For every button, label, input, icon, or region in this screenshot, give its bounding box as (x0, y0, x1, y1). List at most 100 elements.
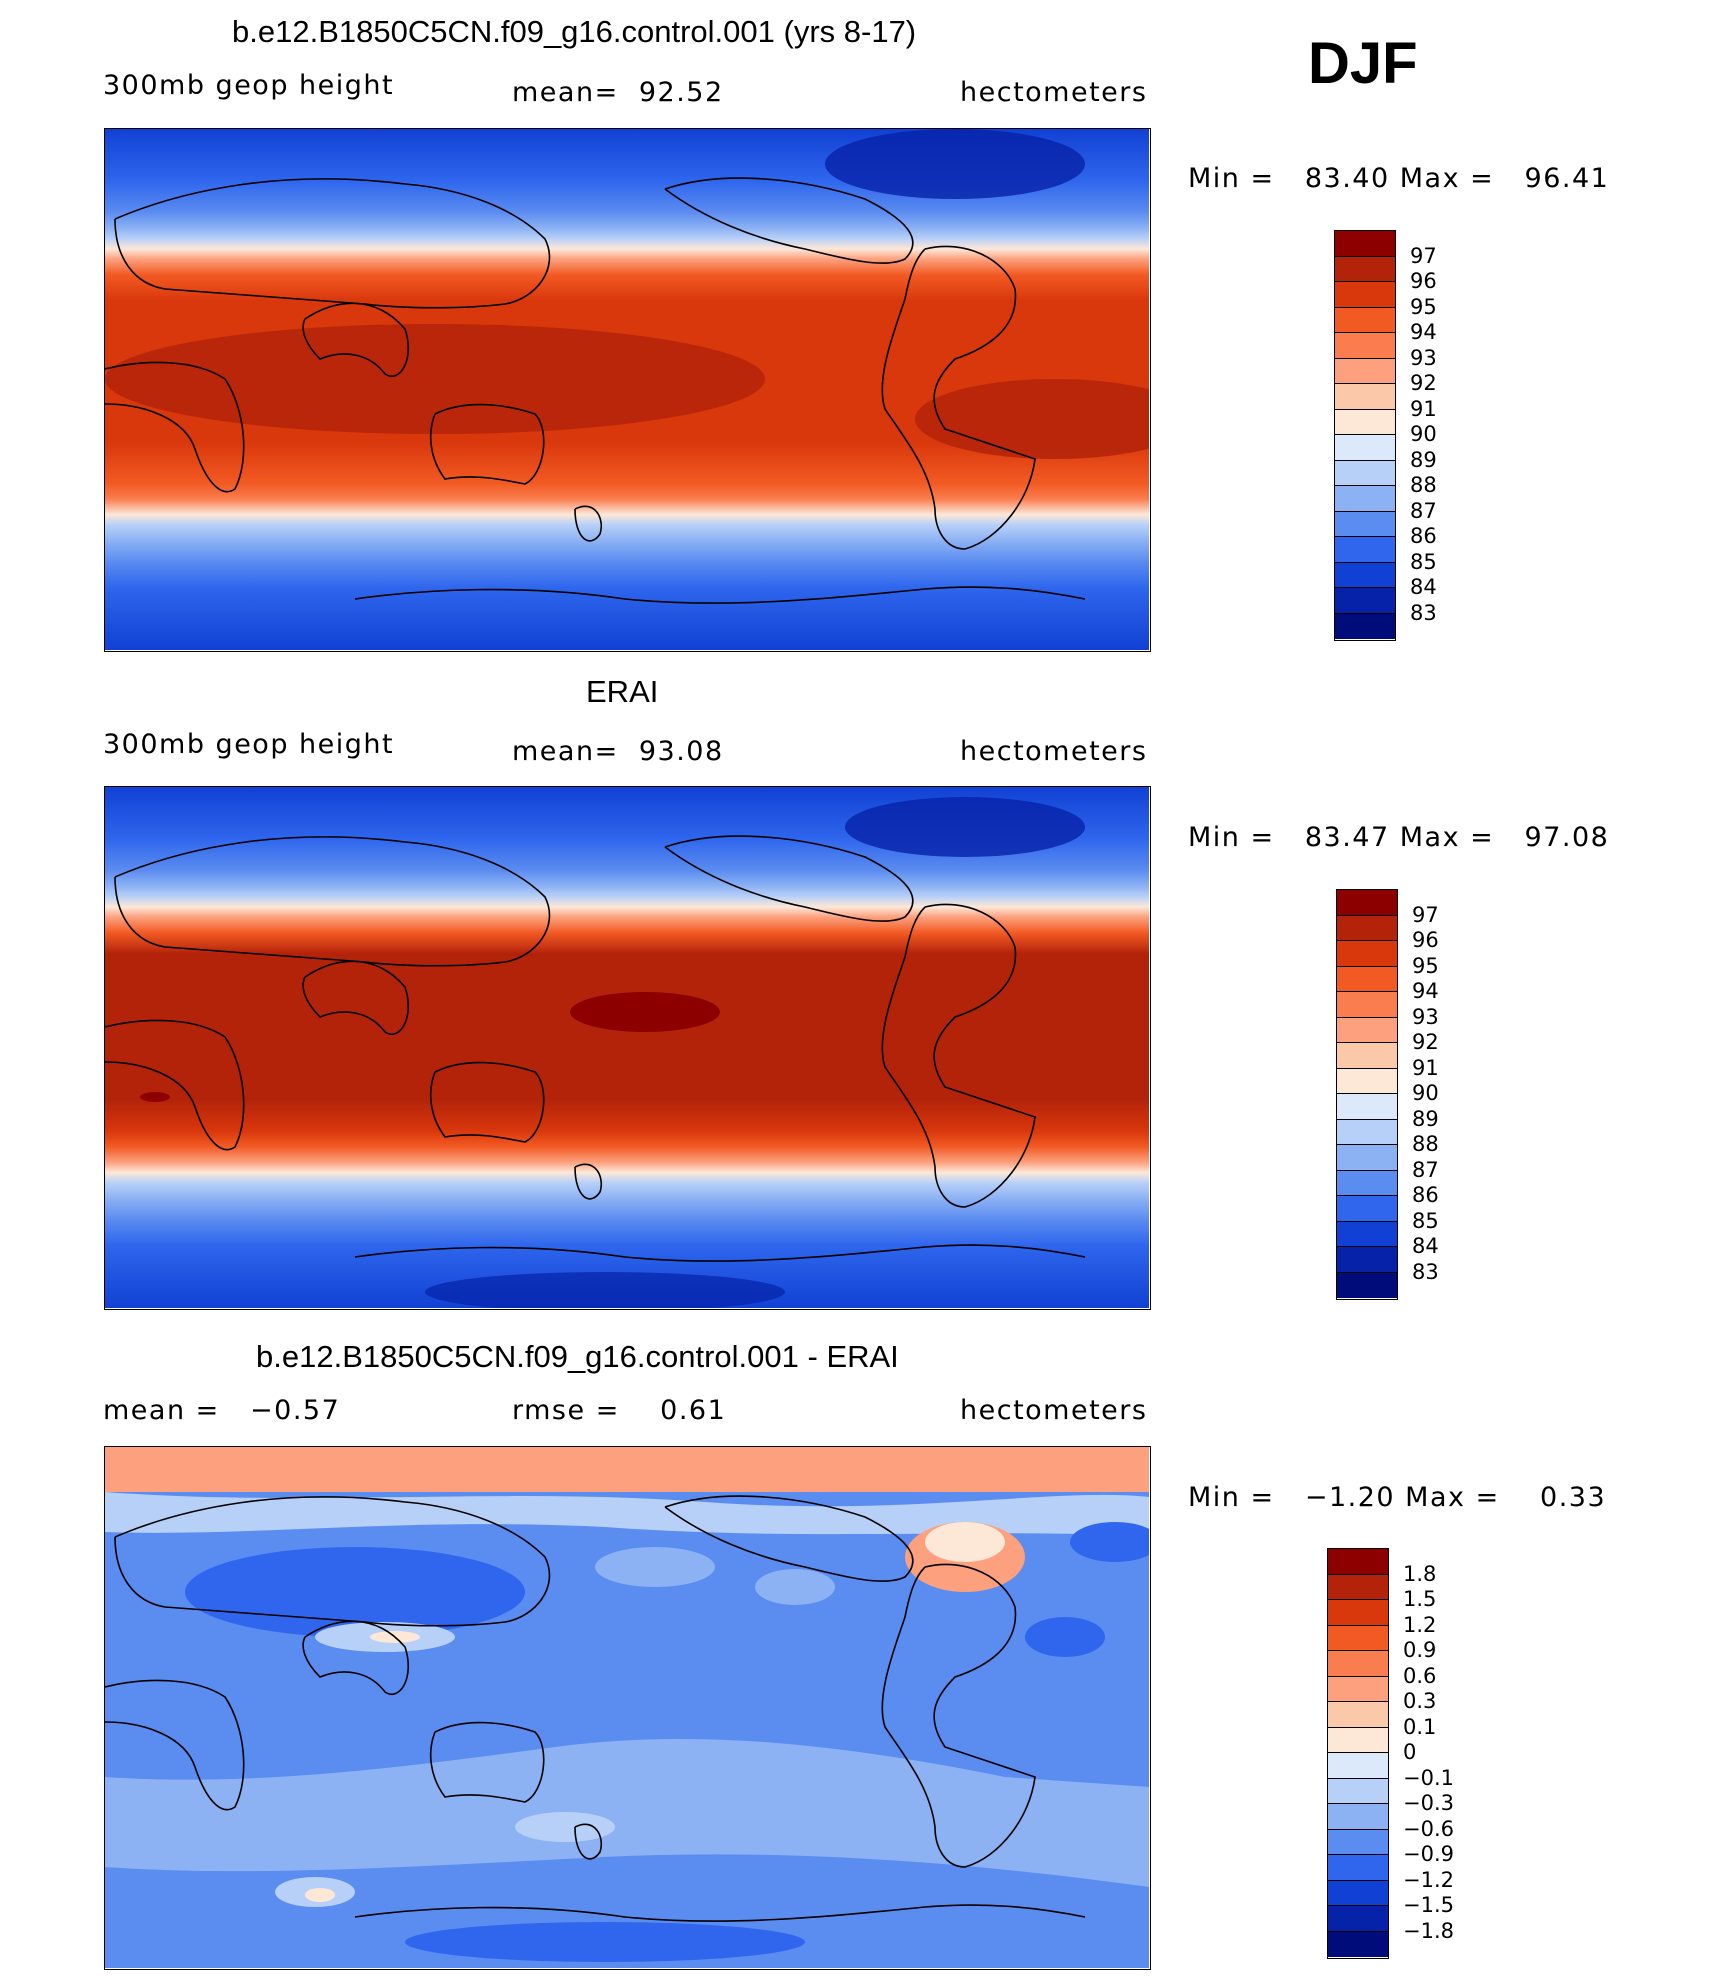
colorbar-level-label: 0.3 (1403, 1689, 1437, 1713)
colorbar-level-label: 87 (1410, 498, 1437, 523)
colorbar-swatch (1337, 992, 1397, 1018)
panel-obs-colorbar-swatches (1337, 890, 1397, 1298)
colorbar-level-label: 94 (1410, 320, 1437, 344)
panel-diff-units-label: hectometers (960, 1395, 1148, 1426)
panel-model-mean-label: mean= 92.52 (512, 77, 724, 108)
colorbar-swatch (1337, 1145, 1397, 1171)
panel-diff-contour-field (104, 1447, 1160, 1968)
colorbar-level-label: 91 (1410, 396, 1437, 421)
colorbar-level-label: −0.9 (1403, 1842, 1454, 1866)
colorbar-swatch (1335, 256, 1395, 282)
colorbar-level-label: 93 (1412, 1004, 1439, 1029)
colorbar-swatch (1337, 1094, 1397, 1120)
colorbar-level-label: −0.1 (1403, 1765, 1454, 1790)
colorbar-level-label: −1.5 (1403, 1893, 1454, 1917)
colorbar-level-label: 0 (1403, 1740, 1417, 1764)
colorbar-level-label: −1.8 (1403, 1918, 1454, 1943)
panel-obs-mean-label: mean= 93.08 (512, 736, 724, 767)
colorbar-level-label: 90 (1410, 422, 1437, 446)
colorbar-swatch (1335, 384, 1395, 410)
colorbar-swatch (1328, 1625, 1388, 1651)
panel-model-colorbar (1334, 230, 1396, 641)
panel-obs-contour-field (104, 787, 1149, 1312)
colorbar-level-label: 1.5 (1403, 1587, 1437, 1611)
colorbar-swatch (1335, 358, 1395, 384)
panel-diff-colorbar-labels: 1.8 1.5 1.2 0.9 0.6 0.3 0.1 0 −0.1 −0.3 −0.6 −0.9 −1… (1403, 1548, 1493, 1959)
panel-diff-map (104, 1446, 1160, 1970)
season-label: DJF (1308, 31, 1418, 96)
colorbar-level-label: 0.6 (1403, 1663, 1437, 1688)
colorbar-level-label: 83 (1410, 600, 1437, 625)
colorbar-swatch (1328, 1574, 1388, 1600)
panel-model-colorbar-swatches (1335, 231, 1395, 639)
colorbar-swatch (1328, 1829, 1388, 1855)
colorbar-swatch (1328, 1549, 1388, 1575)
colorbar-level-label: 92 (1410, 371, 1437, 395)
colorbar-level-label: 89 (1410, 447, 1437, 472)
colorbar-level-label: 96 (1412, 928, 1439, 952)
panel-obs-variable-label: 300mb geop height (103, 729, 395, 760)
colorbar-swatch (1337, 1196, 1397, 1222)
colorbar-swatch (1328, 1880, 1388, 1906)
colorbar-level-label: 92 (1412, 1030, 1439, 1054)
colorbar-level-label: 86 (1410, 524, 1437, 548)
colorbar-level-label: 83 (1412, 1259, 1439, 1284)
colorbar-level-label: 87 (1412, 1157, 1439, 1182)
panel-obs-title: ERAI (586, 674, 659, 709)
colorbar-swatch (1337, 1068, 1397, 1094)
colorbar-level-label: 95 (1410, 294, 1437, 319)
colorbar-swatch (1335, 282, 1395, 308)
colorbar-level-label: 1.2 (1403, 1612, 1437, 1637)
colorbar-level-label: 93 (1410, 345, 1437, 370)
colorbar-swatch (1335, 409, 1395, 435)
colorbar-level-label: 94 (1412, 979, 1439, 1003)
colorbar-swatch (1335, 460, 1395, 486)
colorbar-swatch (1337, 1170, 1397, 1196)
colorbar-swatch (1337, 1247, 1397, 1273)
panel-obs-colorbar-labels: 97 96 95 94 93 92 91 90 89 88 87 86 85 84 83 (1412, 889, 1492, 1300)
colorbar-swatch (1335, 435, 1395, 461)
colorbar-level-label: 86 (1412, 1183, 1439, 1207)
colorbar-level-label: 0.9 (1403, 1638, 1437, 1662)
colorbar-level-label: 88 (1412, 1132, 1439, 1156)
panel-diff-colorbar-swatches (1328, 1549, 1388, 1957)
colorbar-level-label: 85 (1410, 549, 1437, 574)
panel-obs-map (104, 786, 1151, 1312)
colorbar-swatch (1328, 1778, 1388, 1804)
colorbar-level-label: 0.1 (1403, 1714, 1437, 1739)
colorbar-swatch (1335, 486, 1395, 512)
colorbar-level-label: 95 (1412, 953, 1439, 978)
colorbar-swatch (1335, 511, 1395, 537)
colorbar-swatch (1328, 1600, 1388, 1626)
colorbar-level-label: 84 (1410, 575, 1437, 599)
colorbar-level-label: 1.8 (1403, 1561, 1437, 1586)
colorbar-level-label: 97 (1410, 243, 1437, 268)
colorbar-swatch (1335, 333, 1395, 359)
panel-model-colorbar-labels: 97 96 95 94 93 92 91 90 89 88 87 86 85 84 83 (1410, 230, 1490, 641)
colorbar-swatch (1328, 1676, 1388, 1702)
colorbar-swatch (1328, 1804, 1388, 1830)
colorbar-swatch (1337, 890, 1397, 916)
panel-model-units-label: hectometers (960, 77, 1148, 108)
colorbar-level-label: 88 (1410, 473, 1437, 497)
colorbar-swatch (1328, 1931, 1388, 1957)
colorbar-level-label: 96 (1410, 269, 1437, 293)
colorbar-swatch (1337, 1221, 1397, 1247)
colorbar-swatch (1337, 1043, 1397, 1069)
panel-diff-title: b.e12.B1850C5CN.f09_g16.control.001 - ER… (256, 1339, 899, 1374)
colorbar-level-label: −0.3 (1403, 1791, 1454, 1815)
panel-obs-units-label: hectometers (960, 736, 1148, 767)
colorbar-swatch (1337, 1272, 1397, 1298)
panel-obs-minmax-label: Min = 83.47 Max = 97.08 (1188, 822, 1610, 853)
colorbar-swatch (1335, 537, 1395, 563)
colorbar-swatch (1335, 613, 1395, 639)
panel-diff-colorbar (1327, 1548, 1389, 1959)
colorbar-swatch (1337, 966, 1397, 992)
colorbar-level-label: 85 (1412, 1208, 1439, 1233)
colorbar-swatch (1328, 1753, 1388, 1779)
panel-model-contour-field (104, 129, 1195, 650)
colorbar-swatch (1337, 1119, 1397, 1145)
panel-diff-mean-label: mean = −0.57 (103, 1395, 341, 1426)
colorbar-level-label: 90 (1412, 1081, 1439, 1105)
colorbar-level-label: 84 (1412, 1234, 1439, 1258)
